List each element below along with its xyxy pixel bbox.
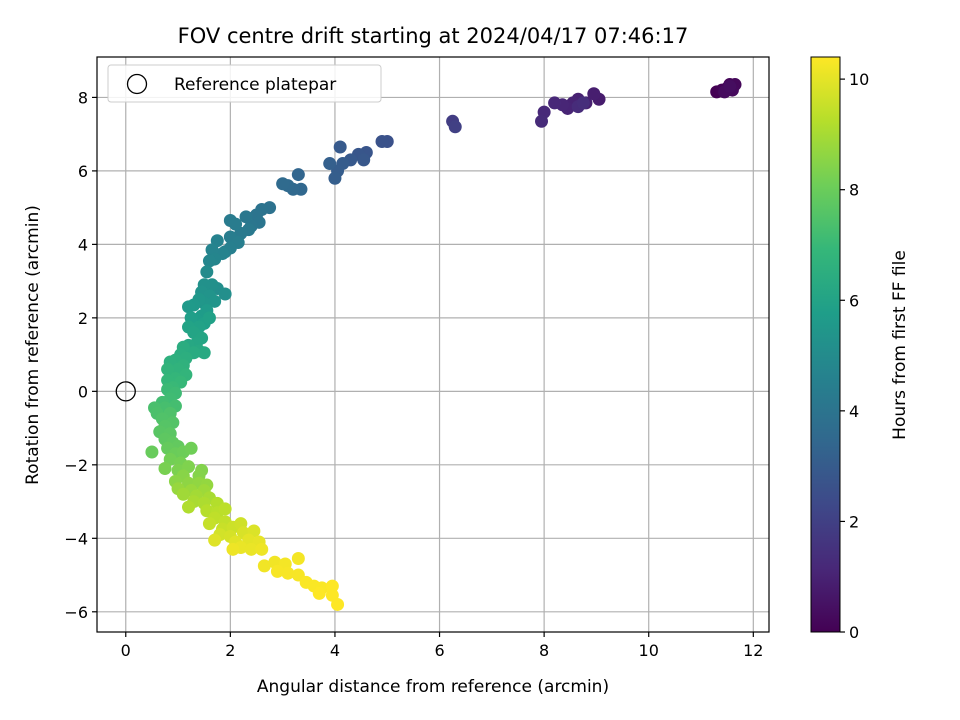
y-tick-label: 0 — [78, 382, 88, 401]
data-points — [115, 78, 742, 611]
chart-title: FOV centre drift starting at 2024/04/17 … — [178, 24, 689, 48]
drift-point — [291, 552, 305, 566]
legend-box — [107, 64, 382, 103]
drift-point — [229, 217, 243, 231]
x-axis-label: Angular distance from reference (arcmin) — [257, 677, 609, 697]
y-tick-label: 4 — [78, 235, 88, 254]
drift-point — [202, 311, 216, 325]
drift-point — [158, 462, 172, 476]
colorbar-tick-label: 6 — [849, 291, 859, 310]
colorbar-tick-label: 10 — [849, 70, 869, 89]
drift-point — [145, 445, 159, 459]
y-tick-label: −2 — [64, 456, 88, 475]
drift-point — [291, 168, 305, 182]
drift-point — [202, 517, 216, 531]
drift-point — [244, 542, 258, 556]
y-axis-label: Rotation from reference (arcmin) — [23, 205, 43, 485]
legend-entry-label: Reference platepar — [174, 75, 336, 95]
axis-ticks: 0 2 4 6 8 10 12 −6 −4 −2 0 2 4 6 8 — [64, 88, 763, 660]
drift-point — [448, 120, 462, 134]
drift-point — [218, 287, 232, 301]
x-tick-label: 0 — [121, 641, 131, 660]
drift-point — [208, 294, 222, 308]
drift-point — [548, 96, 562, 110]
y-tick-label: −6 — [64, 603, 88, 622]
x-tick-label: 2 — [225, 641, 235, 660]
drift-point — [375, 135, 389, 149]
y-tick-label: −4 — [64, 529, 88, 548]
x-tick-label: 8 — [539, 641, 549, 660]
drift-point — [328, 171, 342, 185]
colorbar-tick-label: 4 — [849, 402, 859, 421]
x-tick-label: 4 — [330, 641, 340, 660]
x-tick-label: 12 — [743, 641, 763, 660]
drift-point — [587, 87, 601, 101]
drift-point — [218, 502, 232, 516]
colorbar-tick-label: 0 — [849, 623, 859, 642]
drift-point — [270, 564, 284, 578]
drift-point — [161, 362, 175, 376]
x-tick-label: 10 — [639, 641, 659, 660]
drift-point — [312, 586, 326, 600]
drift-point — [357, 153, 371, 167]
plot-frame — [96, 56, 770, 633]
colorbar-tick-label: 2 — [849, 512, 859, 531]
colorbar-gradient — [810, 56, 841, 633]
reference-platepar-marker — [115, 381, 136, 402]
drift-point — [226, 542, 240, 556]
drift-point — [723, 79, 737, 93]
colorbar-tick-label: 8 — [849, 181, 859, 200]
colorbar-ticks: 0 2 4 6 8 10 — [840, 70, 869, 642]
drift-point — [239, 210, 253, 224]
drift-point — [535, 114, 549, 128]
drift-point — [576, 96, 590, 110]
colorbar: 0 2 4 6 8 10 Hours from first FF file — [810, 56, 910, 642]
drift-point — [323, 157, 337, 171]
y-tick-label: 2 — [78, 309, 88, 328]
drift-point — [184, 441, 198, 455]
drift-point — [200, 265, 214, 279]
drift-point — [331, 597, 345, 611]
x-tick-label: 6 — [434, 641, 444, 660]
drift-point — [197, 346, 211, 360]
legend-marker-circle-icon — [126, 73, 148, 95]
drift-point — [208, 533, 222, 547]
drift-point — [255, 542, 269, 556]
drift-point — [202, 254, 216, 268]
drift-point — [281, 566, 295, 580]
y-tick-label: 6 — [78, 162, 88, 181]
y-tick-label: 8 — [78, 88, 88, 107]
drift-point — [276, 177, 290, 191]
drift-point — [257, 559, 271, 573]
drift-point — [182, 300, 196, 314]
legend: Reference platepar — [107, 64, 382, 103]
drift-point — [176, 487, 190, 501]
colorbar-label: Hours from first FF file — [890, 250, 910, 440]
drift-point — [325, 579, 339, 593]
drift-point — [333, 140, 347, 154]
drift-point — [182, 500, 196, 514]
